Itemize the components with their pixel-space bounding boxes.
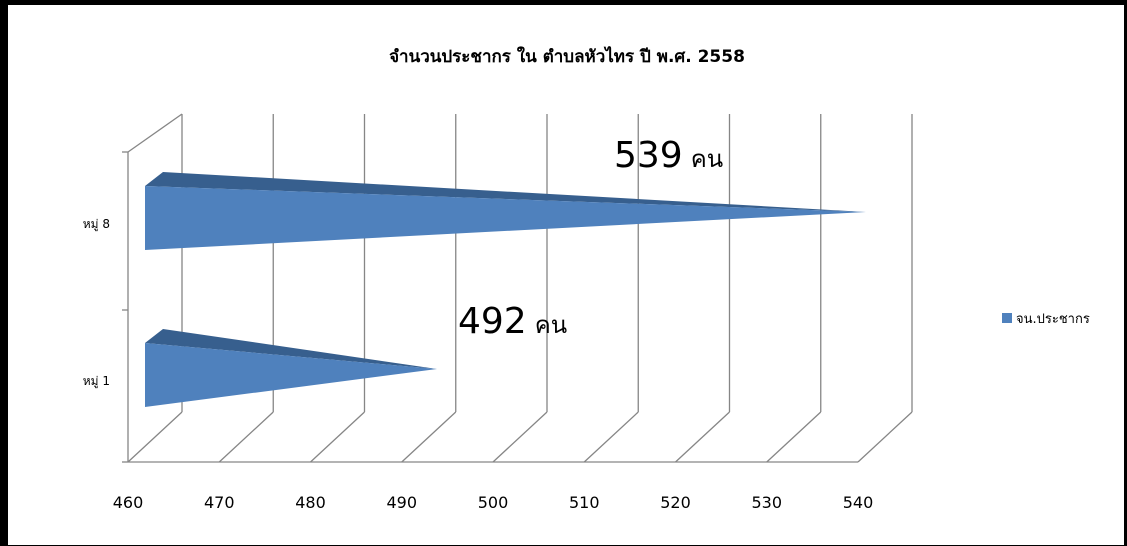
frame-top-border (0, 0, 1127, 5)
x-axis-ticks: 460 470 480 490 500 510 520 530 540 (113, 493, 874, 512)
legend-swatch (1002, 313, 1012, 323)
floor-gridline (675, 411, 730, 463)
bar-2 (145, 172, 866, 250)
legend-label: จน.ประชากร (1016, 312, 1090, 327)
bar-top-face (145, 329, 437, 369)
data-labels: 492 คน 539 คน (458, 135, 723, 342)
bar-1 (145, 329, 437, 407)
data-label-unit: คน (535, 311, 567, 339)
y-axis-categories: หมู่ 1 หมู่ 8 (83, 217, 110, 389)
x-tick-label: 500 (478, 493, 509, 512)
data-label: 492 คน (458, 301, 567, 342)
floor-gridline (401, 411, 457, 463)
x-tick-label: 460 (113, 493, 144, 512)
bar-top-face (145, 172, 866, 212)
chart-bars (145, 172, 866, 407)
data-label-value: 539 (614, 135, 683, 176)
chart-title: จำนวนประชากร ใน ตำบลหัวไทร ปี พ.ศ. 2558 (389, 46, 745, 67)
x-tick-label: 510 (569, 493, 600, 512)
x-tick-label: 470 (204, 493, 235, 512)
x-tick-label: 490 (386, 493, 417, 512)
y-category-label: หมู่ 8 (83, 217, 110, 232)
floor-gridline (857, 411, 913, 463)
side-wall-top-edge (127, 113, 183, 153)
frame-right-border (1124, 0, 1127, 546)
floor-gridline (218, 411, 274, 463)
x-tick-label: 540 (843, 493, 874, 512)
data-label: 539 คน (614, 135, 723, 176)
bar-front-face (145, 186, 866, 250)
floor-gridline (492, 411, 548, 463)
legend: จน.ประชากร (1002, 312, 1090, 327)
floor-gridline (127, 411, 183, 463)
floor-gridline (583, 411, 639, 463)
data-label-unit: คน (691, 145, 723, 173)
floor-gridline (310, 411, 365, 463)
bar-front-face (145, 343, 437, 407)
x-tick-label: 520 (660, 493, 691, 512)
floor-gridline (766, 411, 822, 463)
frame-left-border (0, 0, 8, 546)
data-label-value: 492 (458, 301, 527, 342)
x-tick-label: 480 (295, 493, 326, 512)
y-category-label: หมู่ 1 (83, 374, 110, 389)
chart-grid (122, 113, 913, 463)
x-tick-label: 530 (751, 493, 782, 512)
